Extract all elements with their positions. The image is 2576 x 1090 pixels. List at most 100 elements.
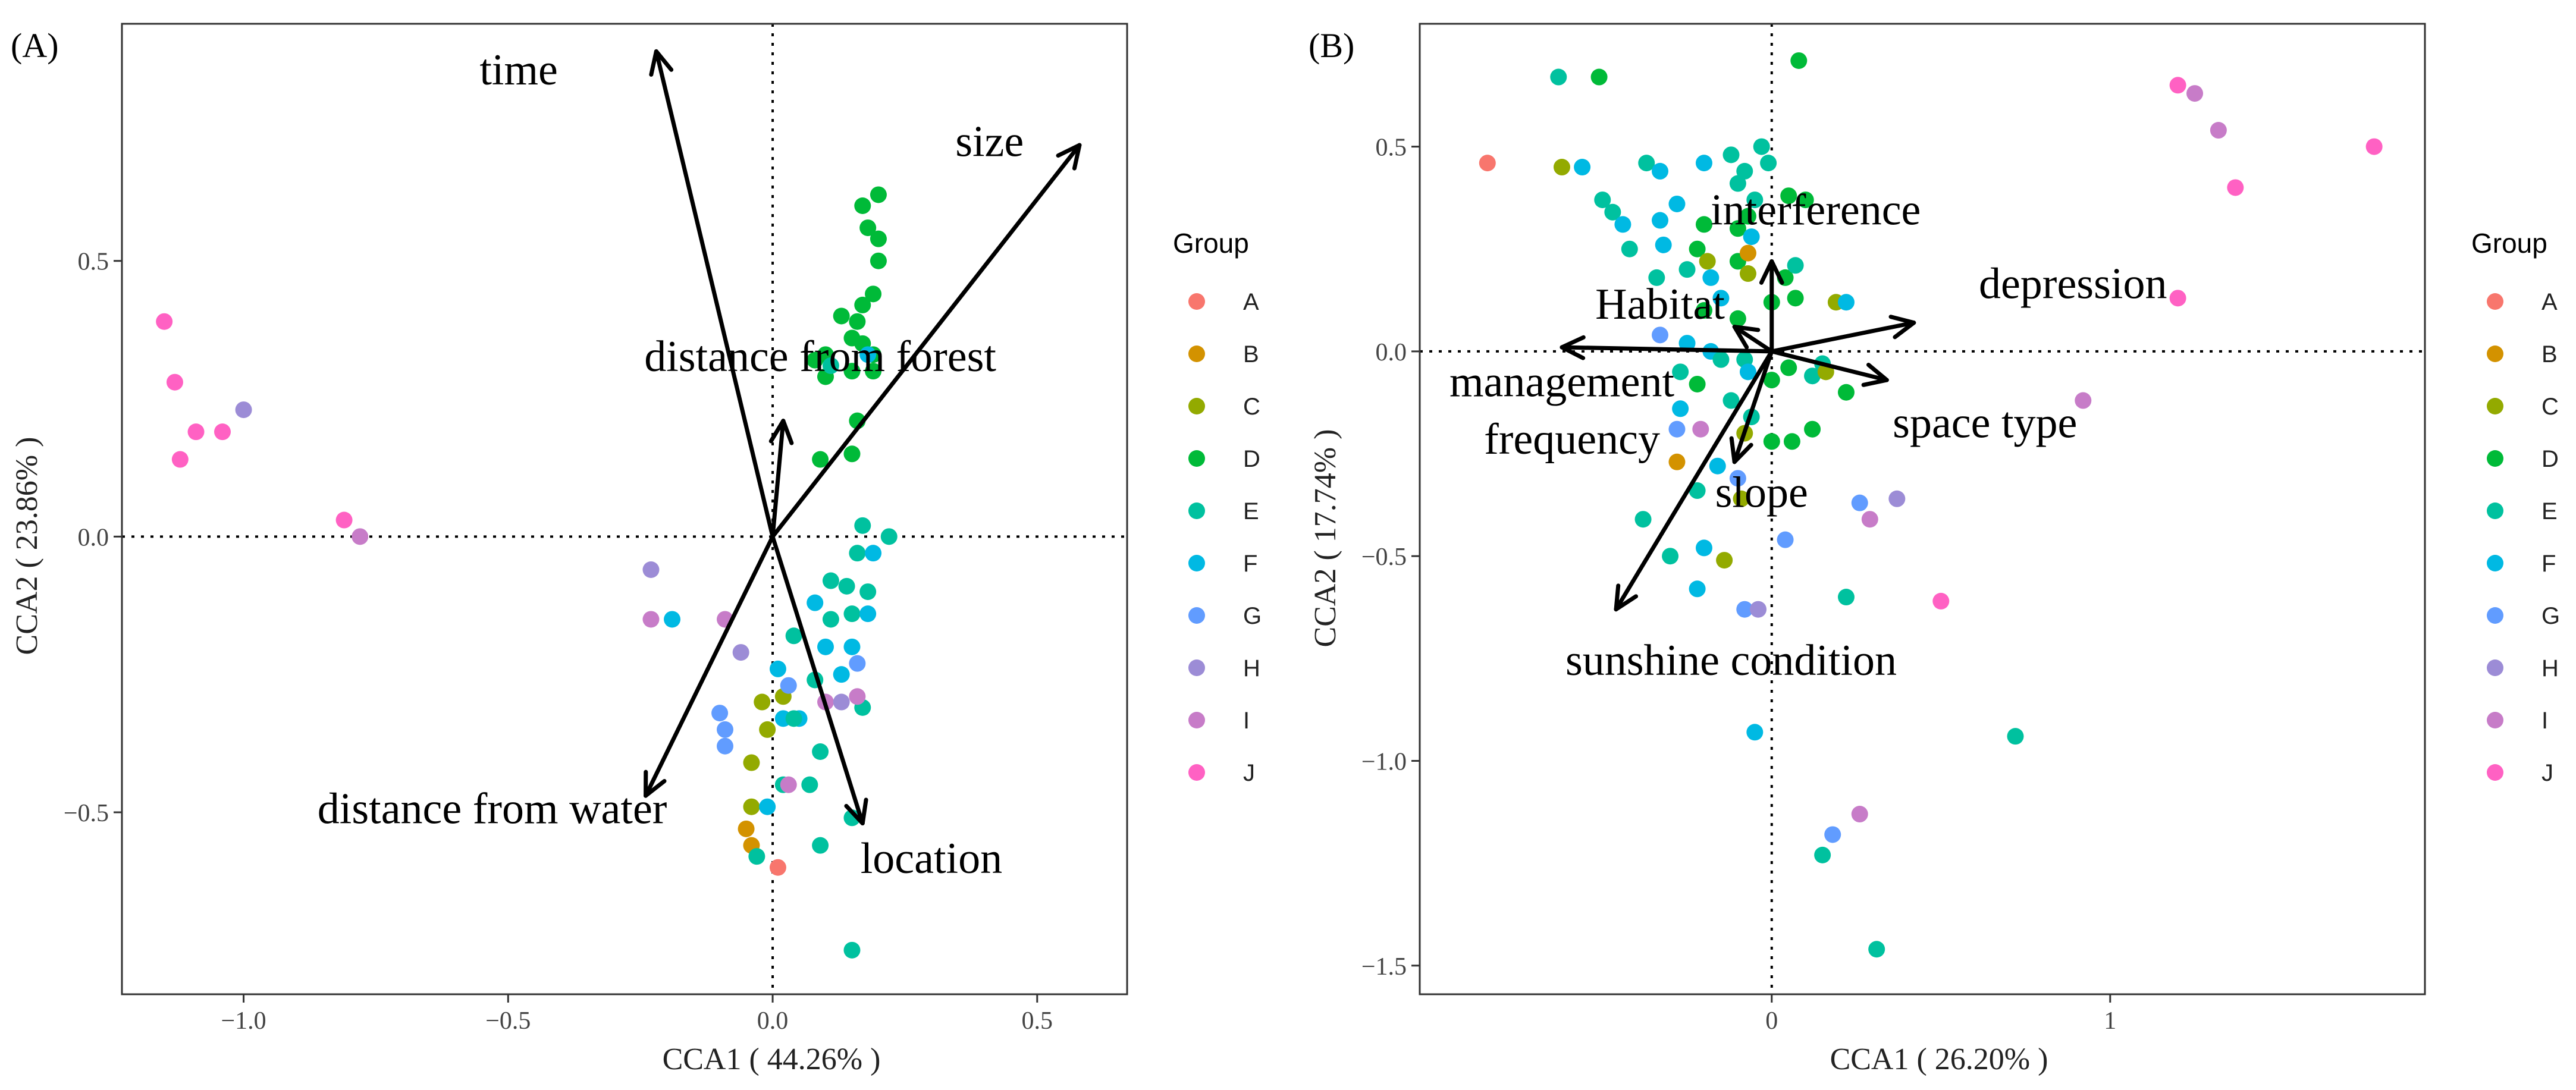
data-point-group-i (849, 688, 866, 705)
y-tick-label: 0.0 (78, 524, 109, 551)
data-point-group-j (214, 423, 231, 441)
data-point-group-j (2169, 77, 2186, 94)
arrow-head (1759, 259, 1784, 285)
panel-b-frame (1419, 23, 2426, 995)
panel-b: (B) interference depression Habitat managem… (1309, 23, 2560, 1076)
data-point-group-j (171, 451, 189, 468)
arrow-label-management: management (1449, 358, 1674, 407)
legend-swatch-f (2487, 555, 2503, 571)
data-point-group-d (807, 351, 824, 369)
data-point-group-e (854, 517, 871, 534)
legend-swatch-j (1188, 764, 1205, 781)
legend-swatch-h (2487, 659, 2503, 676)
data-point-group-f (843, 638, 861, 655)
data-point-group-j (1932, 592, 1950, 610)
legend-label-b: B (1243, 341, 1259, 367)
arrow-label-interference: interference (1711, 186, 1921, 234)
data-point-group-d (1780, 359, 1797, 376)
data-point-group-g (1736, 601, 1753, 618)
data-point-group-d (1763, 433, 1780, 450)
data-point-group-a (1479, 155, 1496, 172)
data-point-group-f (1702, 269, 1720, 286)
data-point-group-e (1638, 155, 1655, 172)
data-point-group-j (335, 511, 353, 529)
arrow-shaft (1769, 349, 1889, 382)
data-point-group-e (1722, 146, 1740, 164)
legend-swatch-c (2487, 398, 2503, 414)
y-tick-label: −1.5 (1361, 953, 1407, 981)
data-point-group-f (859, 346, 877, 363)
data-point-group-f (1614, 216, 1631, 233)
data-point-group-d (849, 313, 866, 330)
data-point-group-d (870, 186, 887, 203)
y-tick-label: −1.0 (1361, 748, 1407, 775)
panel-a-x-axis-title: CCA1 ( 44.26% ) (663, 1042, 881, 1076)
panel-a-arrows: time size distance from forest distance fro… (318, 46, 1082, 883)
legend-swatch-i (2487, 712, 2503, 728)
arrow-label-slope: slope (1715, 469, 1808, 517)
data-point-group-f (1746, 724, 1764, 741)
data-point-group-g (1652, 326, 1669, 344)
data-point-group-f (759, 798, 776, 815)
data-point-group-e (849, 545, 866, 562)
data-point-group-e (843, 941, 861, 959)
panel-b-plot-area: interference depression Habitat management f… (1419, 23, 2426, 995)
data-point-group-g (1824, 826, 1841, 843)
legend-swatch-f (1188, 555, 1205, 571)
data-point-group-f (833, 666, 850, 683)
legend-label-e: E (2542, 498, 2558, 524)
data-point-group-d (1739, 208, 1756, 225)
data-point-group-i (352, 528, 369, 545)
data-point-group-d (1729, 220, 1746, 237)
data-point-group-b (1739, 244, 1756, 262)
data-point-group-e (822, 611, 839, 628)
data-point-group-e (1814, 846, 1831, 863)
data-point-group-e (801, 776, 818, 793)
data-point-group-e (2007, 728, 2024, 745)
data-point-group-e (1760, 155, 1777, 172)
data-point-group-e (843, 605, 861, 623)
data-point-group-b (738, 820, 755, 837)
data-point-group-d (1783, 433, 1800, 450)
data-point-group-d (1787, 290, 1804, 307)
data-point-group-g (1668, 420, 1686, 438)
arrow-head (1560, 335, 1586, 360)
data-point-group-d (859, 219, 877, 237)
legend-label-g: G (2542, 603, 2560, 629)
arrow-shaft (770, 534, 865, 826)
data-point-group-c (1733, 490, 1750, 507)
data-point-group-d (1689, 375, 1706, 392)
data-point-group-e (785, 710, 802, 727)
data-point-group-d (1729, 310, 1746, 327)
legend-label-f: F (2542, 551, 2556, 577)
data-point-group-e (1594, 191, 1611, 209)
legend-swatch-c (1188, 398, 1205, 414)
arrow-label-sunshine-condition: sunshine condition (1565, 636, 1897, 685)
legend-swatch-e (1188, 502, 1205, 519)
legend-swatch-i (1188, 712, 1205, 728)
data-point-group-f (1668, 195, 1686, 212)
arrow-head (644, 769, 667, 798)
data-point-group-g (717, 721, 733, 738)
data-point-group-j (166, 373, 183, 391)
panel-a-points (156, 186, 898, 959)
data-point-group-f (1678, 335, 1696, 352)
legend-label-j: J (1243, 760, 1255, 786)
data-point-group-d (1837, 384, 1855, 401)
arrow-head (768, 419, 794, 445)
panel-b-legend: Group AB CDE FGH IJ (2471, 228, 2560, 786)
data-point-group-e (822, 572, 839, 589)
legend-label-i: I (2542, 708, 2548, 734)
data-point-group-f (1672, 400, 1689, 417)
data-point-group-e (1736, 162, 1753, 180)
data-point-group-e (1621, 240, 1638, 257)
arrow-label-space-type: space type (1893, 398, 2077, 447)
panel-b-points (1479, 52, 2383, 958)
data-point-group-g (711, 705, 729, 722)
data-point-group-e (880, 528, 898, 545)
legend-swatch-b (2487, 345, 2503, 362)
data-point-group-f (865, 545, 882, 562)
data-point-group-f (664, 611, 681, 628)
data-point-group-e (1662, 548, 1679, 565)
arrow-head (844, 797, 868, 826)
